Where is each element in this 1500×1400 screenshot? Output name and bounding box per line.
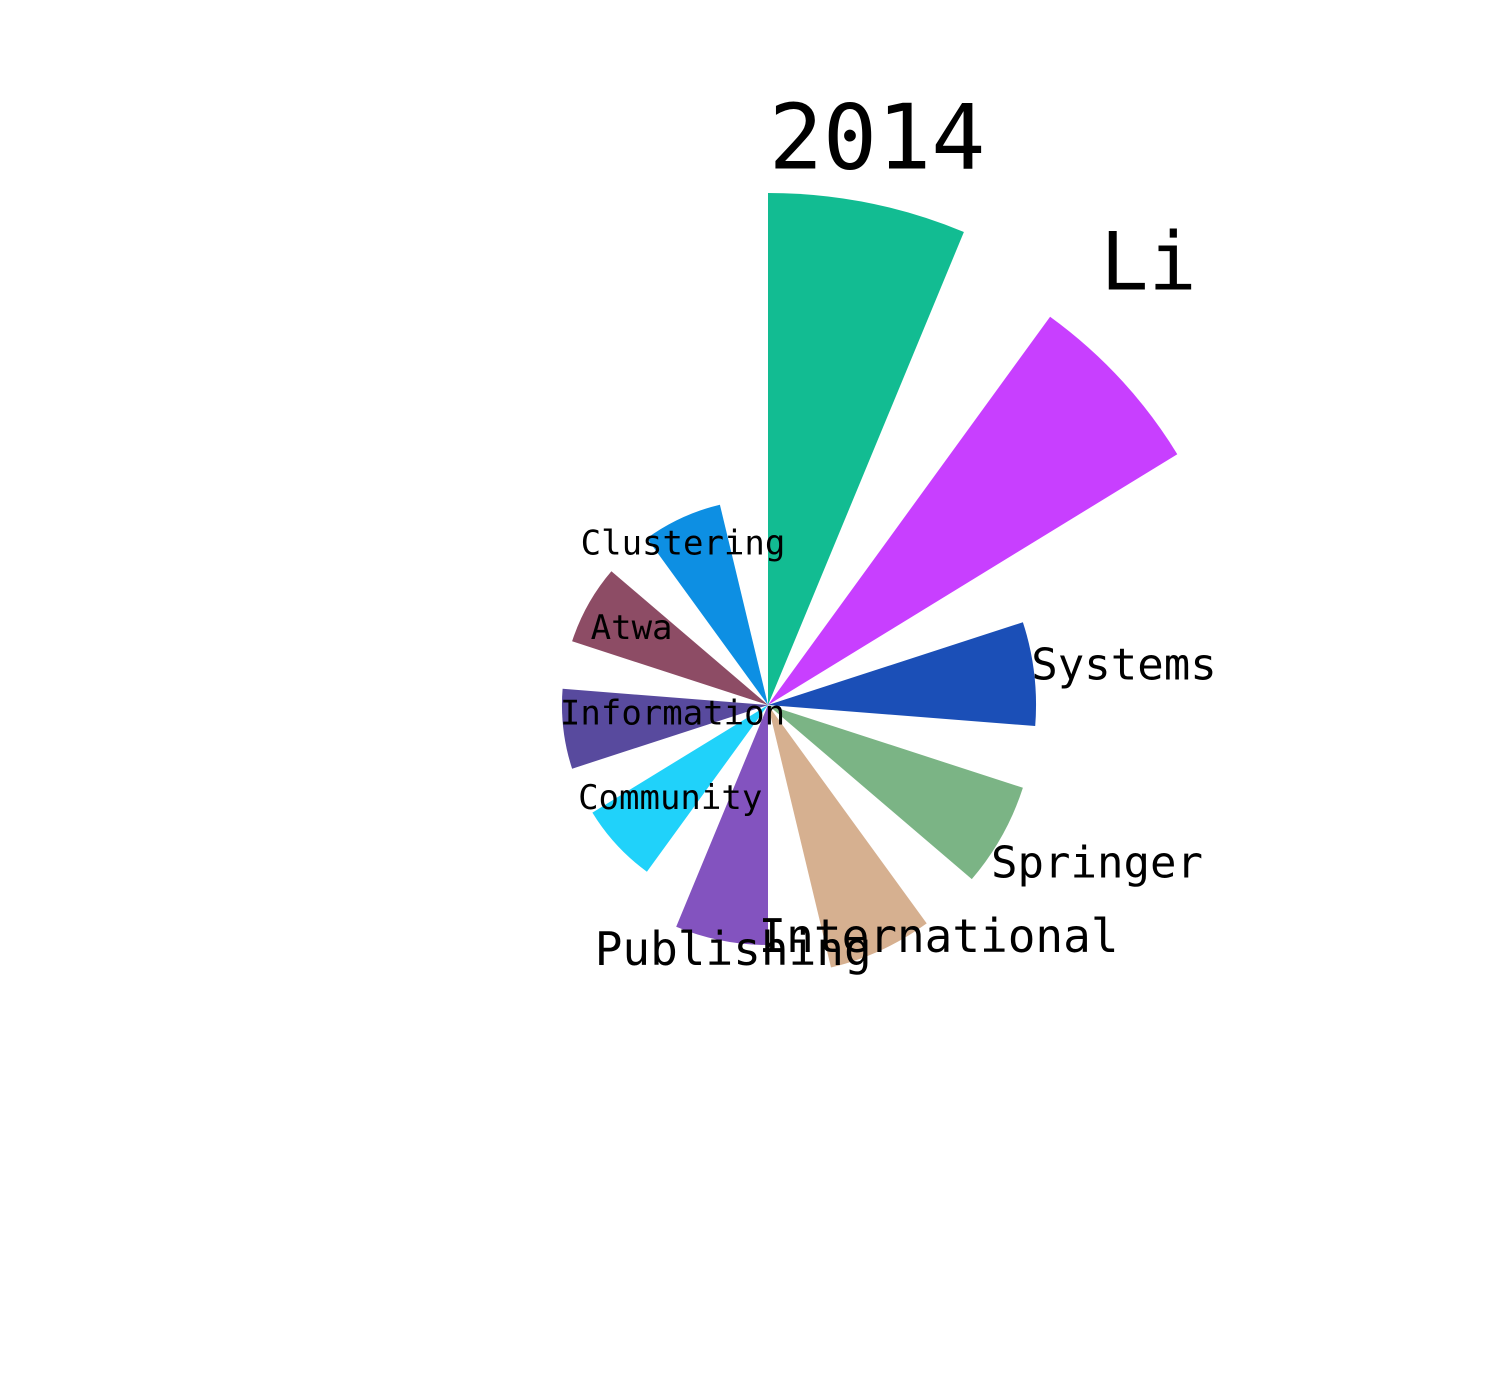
- label-international: International: [758, 909, 1118, 963]
- label-li: Li: [1100, 215, 1196, 308]
- slice-clustering: [646, 504, 768, 705]
- slice-springer: [768, 705, 1023, 880]
- slice-information: [561, 688, 768, 769]
- slice-2014: [768, 193, 964, 705]
- slices-group: [561, 193, 1178, 968]
- label-systems: Systems: [1031, 640, 1216, 691]
- slice-publishing: [676, 705, 768, 945]
- slice-li: [768, 316, 1178, 705]
- label-community: Community: [578, 778, 762, 818]
- label-atwa: Atwa: [591, 608, 673, 648]
- slice-international: [768, 705, 927, 968]
- label-information: Information: [560, 694, 785, 734]
- labels-group: 2014 Li Systems Springer InternationalPublis…: [560, 85, 1217, 976]
- slice-community: [592, 705, 768, 872]
- slice-systems: [768, 622, 1037, 726]
- label-clustering: Clustering: [581, 524, 786, 564]
- label-springer: Springer: [991, 837, 1203, 888]
- label-2014: 2014: [769, 85, 986, 190]
- label-publishing: Publishing: [595, 922, 872, 976]
- slice-atwa: [572, 571, 768, 705]
